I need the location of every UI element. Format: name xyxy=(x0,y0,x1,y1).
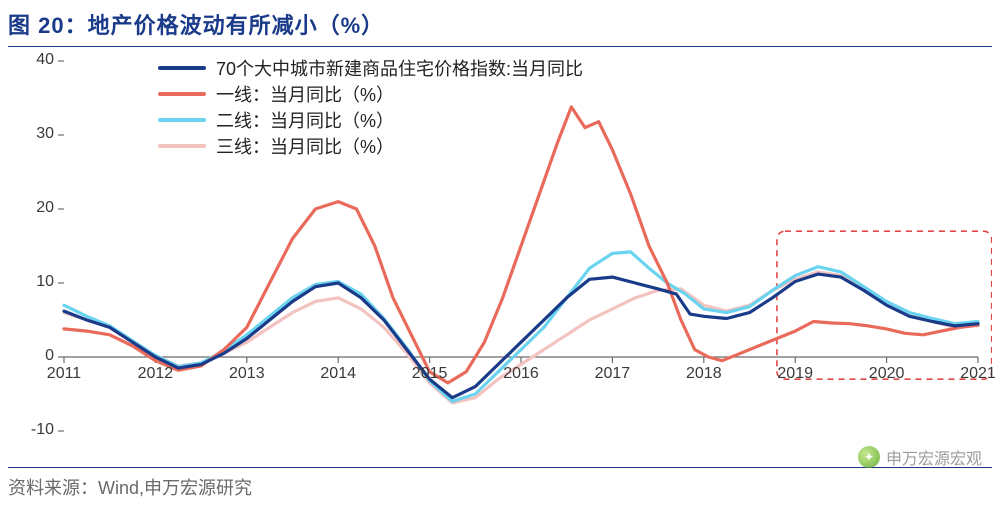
legend-label: 三线：当月同比（%） xyxy=(216,133,394,159)
legend-item: 70个大中城市新建商品住宅价格指数:当月同比 xyxy=(158,55,583,81)
x-tick-label: 2015 xyxy=(412,365,448,383)
y-tick-label: 30 xyxy=(8,125,54,143)
legend: 70个大中城市新建商品住宅价格指数:当月同比一线：当月同比（%）二线：当月同比（… xyxy=(158,55,583,159)
watermark-text: 申万宏源宏观 xyxy=(886,445,982,469)
x-tick-label: 2017 xyxy=(595,365,631,383)
x-tick-label: 2016 xyxy=(503,365,539,383)
legend-item: 三线：当月同比（%） xyxy=(158,133,583,159)
chart-title: 图 20：地产价格波动有所减小（%） xyxy=(8,8,384,40)
x-tick-label: 2018 xyxy=(686,365,722,383)
legend-label: 二线：当月同比（%） xyxy=(216,107,394,133)
legend-swatch xyxy=(158,66,206,70)
y-tick-label: 0 xyxy=(8,347,54,365)
x-tick-label: 2013 xyxy=(229,365,265,383)
title-bar: 图 20：地产价格波动有所减小（%） xyxy=(8,0,992,47)
x-tick-label: 2019 xyxy=(777,365,813,383)
source-text: 资料来源：Wind,申万宏源研究 xyxy=(8,478,252,498)
legend-swatch xyxy=(158,144,206,148)
x-tick-label: 2020 xyxy=(869,365,905,383)
source-footer: 资料来源：Wind,申万宏源研究 xyxy=(8,467,992,500)
y-tick-label: -10 xyxy=(8,421,54,439)
watermark: ✦ 申万宏源宏观 xyxy=(858,445,982,469)
legend-swatch xyxy=(158,92,206,96)
x-tick-label: 2011 xyxy=(47,365,81,383)
legend-swatch xyxy=(158,118,206,122)
wechat-icon: ✦ xyxy=(858,446,880,468)
y-tick-label: 10 xyxy=(8,273,54,291)
chart-area: -10 0 10 20 30 40 2011 2012 2013 2014 2015 2016 201… xyxy=(8,47,992,467)
legend-label: 70个大中城市新建商品住宅价格指数:当月同比 xyxy=(216,55,583,81)
figure-container: 图 20：地产价格波动有所减小（%） -10 0 10 20 30 40 2011 2012… xyxy=(0,0,1000,511)
legend-item: 二线：当月同比（%） xyxy=(158,107,583,133)
y-tick-label: 40 xyxy=(8,51,54,69)
legend-item: 一线：当月同比（%） xyxy=(158,81,583,107)
x-tick-label: 2014 xyxy=(320,365,356,383)
y-tick-label: 20 xyxy=(8,199,54,217)
x-tick-label: 2012 xyxy=(138,365,174,383)
legend-label: 一线：当月同比（%） xyxy=(216,81,394,107)
x-tick-label: 2021 xyxy=(960,365,996,383)
